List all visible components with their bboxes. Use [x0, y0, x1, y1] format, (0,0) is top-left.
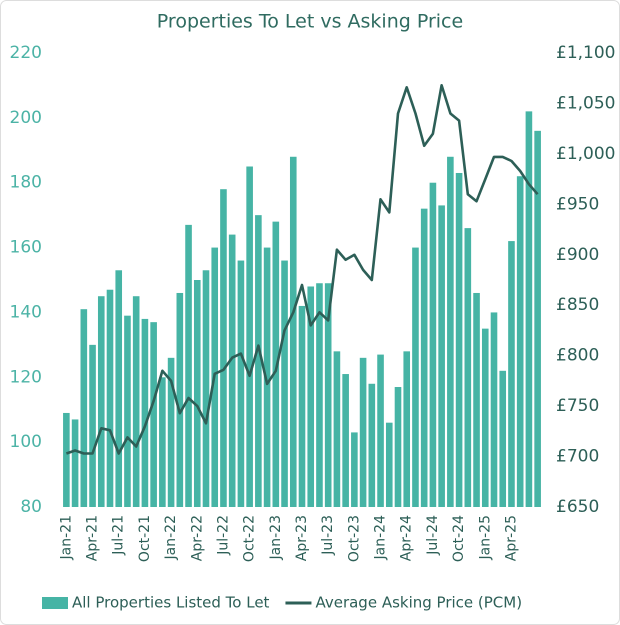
bar [351, 432, 358, 507]
bar [202, 270, 210, 507]
y2-tick-label: £1,050 [556, 93, 615, 113]
x-tick-label: Oct-22 [242, 515, 258, 562]
bar [272, 221, 280, 507]
bar [176, 292, 184, 507]
bar [185, 224, 192, 507]
bar [97, 296, 105, 507]
bar [420, 208, 428, 507]
bar [516, 176, 524, 507]
bar [307, 286, 315, 507]
legend-label: Average Asking Price (PCM) [315, 594, 522, 612]
x-tick-label: Jul-21 [111, 515, 127, 556]
y2-tick-label: £850 [556, 295, 599, 315]
y2-tick-label: £900 [556, 245, 599, 265]
x-tick-label: Apr-25 [503, 515, 519, 561]
bar [368, 383, 376, 507]
bar [80, 309, 88, 507]
bar [263, 247, 271, 508]
y2-tick-label: £1,100 [556, 43, 615, 63]
bar [298, 305, 306, 507]
bar [499, 370, 507, 507]
x-tick-label: Apr-21 [85, 515, 101, 561]
bar [132, 296, 140, 507]
bar [89, 344, 96, 507]
bar [429, 182, 437, 507]
x-tick-label: Oct-24 [451, 515, 467, 562]
x-tick-label: Apr-23 [294, 515, 310, 561]
y2-tick-label: £700 [556, 447, 599, 467]
x-tick-label: Jan-23 [268, 515, 284, 560]
bar [377, 354, 384, 507]
x-tick-label: Apr-24 [399, 515, 415, 561]
x-tick-label: Jul-22 [215, 515, 231, 556]
bar [359, 357, 367, 507]
x-tick-label: Apr-22 [189, 515, 205, 561]
legend-label: All Properties Listed To Let [72, 594, 270, 612]
y2-tick-label: £950 [556, 194, 599, 214]
bar [481, 328, 489, 507]
bar [159, 377, 166, 507]
x-tick-label: Oct-23 [346, 515, 362, 562]
x-tick-label: Oct-21 [137, 515, 153, 562]
bar [508, 241, 515, 508]
bar [220, 189, 227, 507]
x-tick-label: Jan-24 [373, 515, 389, 561]
x-tick-label: Jul-23 [320, 515, 336, 556]
bar [193, 280, 201, 507]
bar [438, 205, 445, 507]
line [65, 84, 539, 455]
y2-tick-label: £750 [556, 396, 599, 416]
bar [455, 172, 463, 507]
y-tick-label: 120 [10, 367, 42, 387]
y-tick-label: 100 [10, 432, 42, 452]
bar [289, 156, 297, 507]
x-tick-label: Jan-25 [477, 515, 493, 560]
x-tick-label: Jan-21 [58, 515, 74, 560]
bar [106, 289, 114, 507]
chart-title: Properties To Let vs Asking Price [157, 11, 463, 33]
bar [324, 283, 332, 507]
bar [394, 387, 402, 507]
bar [473, 292, 480, 507]
bar [412, 247, 419, 508]
bar [115, 270, 123, 507]
bar [342, 374, 349, 507]
y-tick-label: 180 [10, 173, 42, 193]
x-tick-label: Jan-22 [163, 515, 179, 560]
bar [246, 166, 253, 507]
bar [464, 228, 472, 507]
bar [124, 315, 131, 507]
bar [63, 412, 70, 507]
bar [141, 318, 149, 507]
bar [255, 215, 262, 507]
legend-swatch [42, 597, 68, 609]
bar [237, 260, 245, 507]
y-tick-label: 160 [10, 238, 42, 258]
y-tick-label: 220 [10, 43, 42, 63]
bar [385, 422, 393, 507]
bar [316, 283, 323, 507]
y2-tick-label: £800 [556, 346, 599, 366]
y2-tick-label: £1,000 [556, 144, 615, 164]
y-tick-label: 200 [10, 108, 42, 128]
bar [71, 419, 79, 507]
y-tick-label: 80 [20, 497, 42, 517]
bar [447, 156, 454, 507]
bar [534, 130, 541, 508]
x-tick-label: Jul-24 [425, 515, 441, 556]
bar [281, 260, 288, 507]
y2-tick-label: £650 [556, 497, 599, 517]
y-tick-label: 140 [10, 302, 42, 322]
bar [490, 312, 498, 507]
bar [167, 357, 175, 507]
bar [525, 111, 533, 507]
bar [333, 351, 341, 507]
bar [150, 322, 157, 507]
bar [228, 234, 236, 507]
bar [403, 351, 411, 507]
